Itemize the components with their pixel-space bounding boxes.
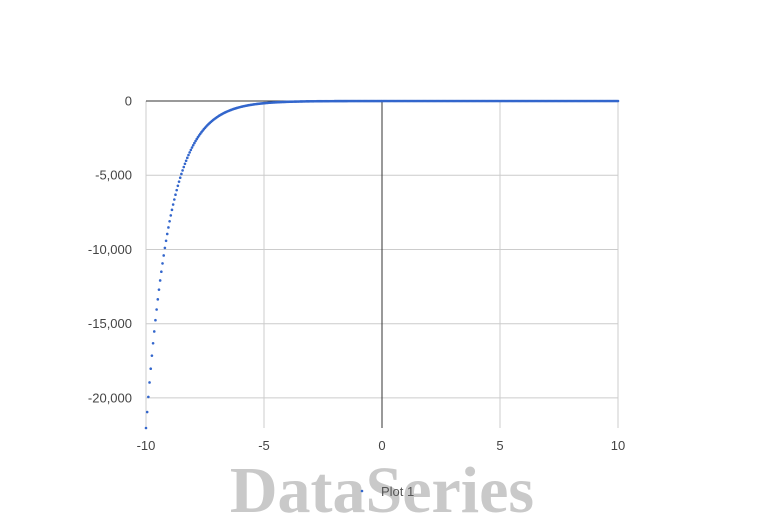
y-tick-label: -20,000 — [88, 390, 132, 405]
data-point — [178, 176, 182, 180]
data-point — [147, 395, 150, 399]
data-point — [151, 341, 155, 345]
data-point — [616, 99, 620, 103]
data-point — [168, 220, 171, 223]
data-point — [160, 270, 163, 274]
data-point — [149, 367, 153, 371]
watermark-text: DataSeries — [230, 454, 534, 527]
data-point — [189, 148, 193, 152]
data-point — [194, 139, 197, 143]
x-tick-label: 5 — [496, 438, 503, 453]
data-point — [162, 254, 165, 257]
data-point — [177, 180, 181, 183]
data-point — [193, 141, 196, 145]
data-point — [163, 246, 167, 250]
data-point — [182, 165, 186, 169]
data-point — [157, 288, 161, 291]
data-point — [175, 188, 178, 192]
data-point — [176, 184, 180, 188]
data-point — [145, 410, 149, 414]
data-point — [174, 193, 177, 196]
data-point — [171, 203, 175, 206]
y-tick-label: -15,000 — [88, 316, 132, 331]
x-tick-label: 10 — [611, 438, 625, 453]
data-point — [173, 198, 176, 201]
data-point — [144, 426, 148, 430]
data-point — [148, 381, 151, 384]
y-tick-label: 0 — [125, 94, 132, 109]
y-axis-tick-labels: 0 -5,000 -10,000 -15,000 -20,000 — [88, 94, 132, 406]
data-point — [156, 298, 160, 301]
data-point — [161, 262, 164, 265]
legend[interactable]: Plot 1 — [360, 484, 415, 499]
chart-series — [144, 99, 620, 430]
data-point — [169, 214, 173, 217]
data-point — [170, 208, 174, 212]
x-tick-label: -10 — [137, 438, 156, 453]
x-tick-label: 0 — [378, 438, 385, 453]
data-point — [184, 159, 188, 163]
data-point — [188, 151, 191, 154]
data-point — [190, 146, 194, 149]
legend-label: Plot 1 — [381, 484, 414, 499]
data-point — [180, 172, 183, 176]
data-point — [165, 232, 169, 236]
data-point — [195, 137, 199, 141]
chart-axes — [146, 100, 618, 428]
data-point — [181, 169, 184, 172]
data-point — [186, 156, 189, 160]
legend-marker — [360, 489, 364, 493]
x-axis-tick-labels: -10 -5 0 5 10 — [137, 438, 626, 453]
data-point — [158, 279, 162, 282]
data-point — [187, 153, 190, 157]
data-point — [152, 330, 156, 333]
data-point — [164, 239, 168, 243]
data-point — [154, 318, 157, 322]
y-tick-label: -5,000 — [95, 168, 132, 183]
y-tick-label: -10,000 — [88, 242, 132, 257]
data-point — [191, 143, 195, 147]
data-point — [155, 308, 158, 311]
x-tick-label: -5 — [258, 438, 270, 453]
data-point — [167, 226, 170, 229]
data-point — [183, 162, 187, 166]
data-point — [150, 354, 154, 357]
